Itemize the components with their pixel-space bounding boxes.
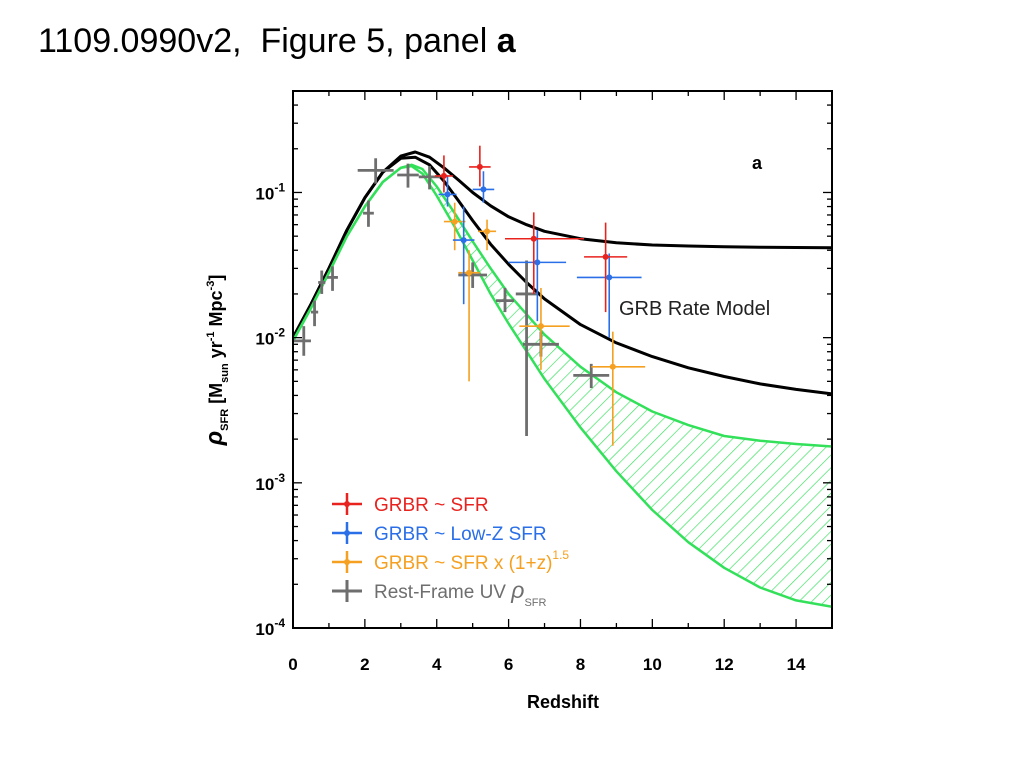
y-tick-label: 10-2 <box>255 326 285 349</box>
point-marker <box>480 186 487 193</box>
point-marker <box>466 269 473 276</box>
data-point <box>443 202 466 251</box>
title-text: 1109.0990v2, Figure 5, panel <box>38 22 497 60</box>
page-title: 1109.0990v2, Figure 5, panel a <box>38 22 516 61</box>
y-axis-title: ρSFR [Msun yr-1 Mpc-3] <box>201 275 231 447</box>
y-tick-label: 10-1 <box>255 180 285 203</box>
x-axis-title: Redshift <box>527 692 599 712</box>
point-marker <box>530 235 537 242</box>
point-marker <box>476 163 483 170</box>
sfr-band-hatch <box>293 164 832 607</box>
y-tick-label: 10-3 <box>255 471 285 494</box>
x-tick-label: 8 <box>576 655 585 674</box>
grb-rate-model-label: GRB Rate Model <box>619 298 770 320</box>
x-tick-label: 0 <box>288 655 297 674</box>
x-tick-label: 2 <box>360 655 369 674</box>
point-marker <box>534 259 541 266</box>
data-point <box>519 287 570 370</box>
point-marker <box>460 237 467 244</box>
legend: GRBR ~ SFR GRBR ~ Low-Z SFR GRBR ~ SFR x (… <box>332 493 569 609</box>
point-marker <box>606 274 613 281</box>
point-marker <box>444 191 451 198</box>
legend-item: GRBR ~ Low-Z SFR <box>332 522 547 545</box>
data-point <box>310 300 319 327</box>
data-point <box>472 171 495 203</box>
legend-marker <box>344 559 350 565</box>
legend-label: GRBR ~ SFR x (1+z)1.5 <box>374 548 569 574</box>
data-point <box>458 250 480 382</box>
data-point <box>363 200 374 227</box>
data-point <box>508 230 567 322</box>
point-marker <box>602 253 609 260</box>
point-marker <box>609 363 616 370</box>
data-point <box>505 212 585 294</box>
x-tick-label: 12 <box>715 655 734 674</box>
panel-label: a <box>752 153 763 173</box>
data-point <box>293 326 311 356</box>
data-point <box>452 206 475 305</box>
data-point <box>576 253 642 338</box>
data-point <box>418 166 441 190</box>
x-tick-label: 4 <box>432 655 442 674</box>
legend-marker <box>344 530 350 536</box>
legend-item: GRBR ~ SFR x (1+z)1.5 <box>332 548 569 574</box>
legend-label: GRBR ~ SFR <box>374 495 489 516</box>
data-point <box>318 270 326 294</box>
sfr-band-lower-curve <box>293 164 832 609</box>
legend-item: GRBR ~ SFR <box>332 493 489 516</box>
data-point <box>573 363 610 388</box>
title-panel-letter: a <box>496 22 516 60</box>
legend-label: Rest-Frame UV ρSFR <box>374 577 546 609</box>
data-point <box>584 222 628 313</box>
data-point <box>434 155 453 193</box>
legend-item: Rest-Frame UV ρSFR <box>332 577 546 609</box>
y-tick-label: 10-4 <box>255 616 285 639</box>
grb-model-lower-curve <box>293 155 832 396</box>
legend-label: GRBR ~ Low-Z SFR <box>374 524 547 545</box>
point-marker <box>451 218 458 225</box>
point-marker <box>537 323 544 330</box>
x-tick-label: 14 <box>787 655 806 674</box>
data-point <box>357 158 394 184</box>
legend-marker <box>344 501 350 507</box>
data-point <box>496 287 514 313</box>
data-point <box>469 145 491 187</box>
data-point <box>327 266 338 291</box>
point-marker <box>484 228 491 235</box>
data-point <box>591 331 646 446</box>
data-point <box>438 175 457 207</box>
x-tick-label: 6 <box>504 655 513 674</box>
data-point <box>478 219 497 251</box>
point-marker <box>440 172 447 179</box>
x-tick-label: 10 <box>643 655 662 674</box>
data-point <box>397 163 419 188</box>
